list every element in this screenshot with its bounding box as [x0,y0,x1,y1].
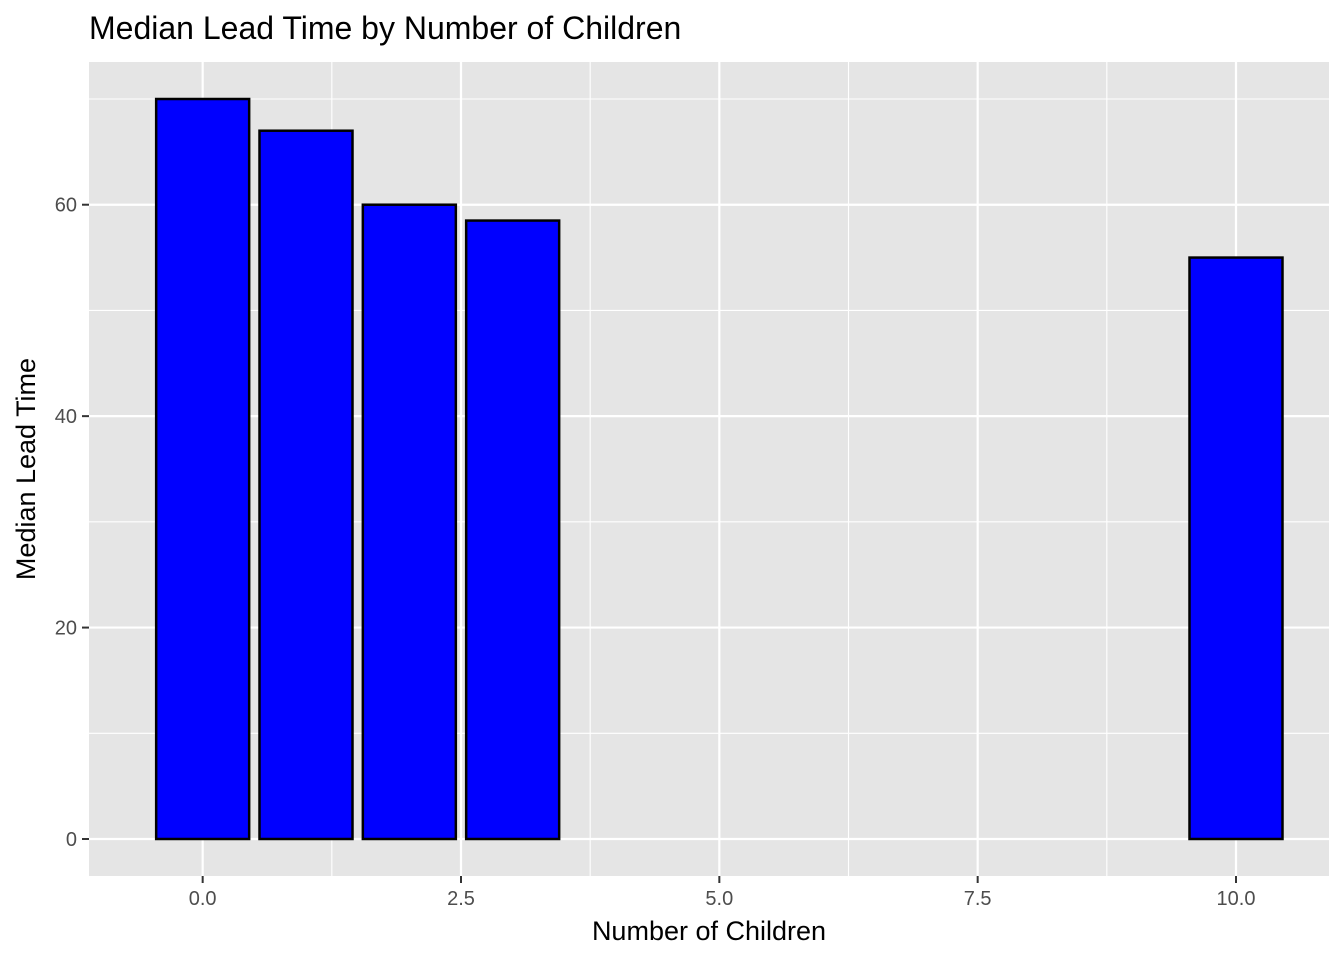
x-tick-label: 10.0 [1217,888,1256,910]
x-axis: 0.0 2.5 5.0 7.5 10.0 [189,876,1256,910]
y-axis-title: Median Lead Time [11,358,41,580]
y-axis: 0 20 40 60 [55,195,89,851]
x-tick-label: 0.0 [189,888,217,910]
y-tick-label: 20 [55,618,77,640]
bar [154,97,251,841]
chart-title: Median Lead Time by Number of Children [89,10,681,46]
x-tick-label: 5.0 [705,888,733,910]
bar [1188,256,1284,841]
bar [258,129,354,841]
x-tick-label: 7.5 [964,888,992,910]
bar [361,203,458,841]
x-tick-label: 2.5 [447,888,475,910]
y-tick-label: 0 [66,829,77,851]
y-tick-label: 60 [55,195,77,217]
x-axis-title: Number of Children [592,916,826,946]
bars [154,97,1284,841]
y-tick-label: 40 [55,406,77,428]
bar [464,219,561,841]
